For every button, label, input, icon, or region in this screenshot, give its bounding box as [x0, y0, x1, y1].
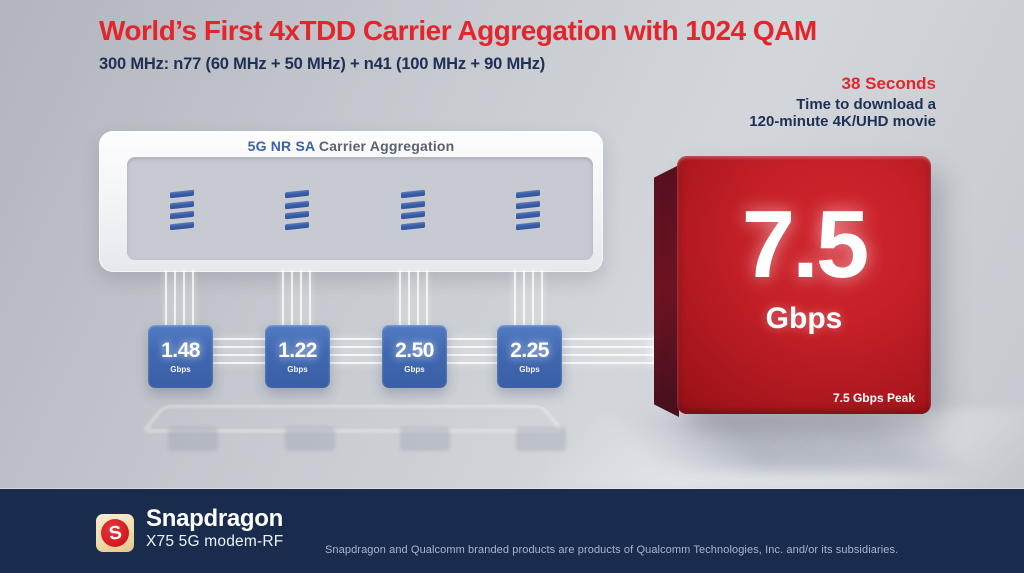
panel-title-secondary: Carrier Aggregation: [318, 138, 455, 154]
carrier-speed-value: 2.50: [395, 339, 434, 362]
signal-streaks-vertical: [162, 270, 198, 328]
carrier-reflection: [168, 427, 218, 451]
logo-letter: S: [107, 521, 123, 545]
carrier-speed-value: 2.25: [510, 339, 549, 362]
carrier-speed-unit: Gbps: [287, 365, 308, 374]
total-speed-cube-side: [654, 165, 679, 417]
download-time-value: 38 Seconds: [841, 74, 937, 93]
antenna-array-icon: [401, 189, 425, 233]
carrier-speed-value: 1.48: [161, 339, 200, 362]
peak-speed-note: 7.5 Gbps Peak: [832, 391, 915, 405]
total-speed-unit: Gbps: [765, 302, 843, 335]
carrier-reflection: [516, 427, 566, 451]
antenna-array-icon: [285, 189, 309, 233]
signal-streaks-vertical: [396, 270, 432, 328]
carrier-speed-unit: Gbps: [170, 365, 191, 374]
carrier-aggregation-panel: 5G NR SA Carrier Aggregation: [99, 131, 603, 272]
download-stat: 38 Seconds Time to download a 120-minute…: [749, 74, 936, 130]
carrier-reflection: [400, 427, 450, 451]
signal-streaks-vertical: [279, 270, 315, 328]
carrier-speed-value: 1.22: [278, 339, 317, 362]
page-subtitle: 300 MHz: n77 (60 MHz + 50 MHz) + n41 (10…: [99, 55, 546, 73]
antenna-array-icon: [170, 189, 194, 233]
download-stat-caption-line2: 120-minute 4K/UHD movie: [749, 113, 936, 130]
product-name: X75 5G modem-RF: [146, 533, 284, 550]
snapdragon-logo-icon: S: [96, 514, 134, 552]
carrier-speed-unit: Gbps: [519, 365, 540, 374]
panel-title: 5G NR SA Carrier Aggregation: [99, 138, 603, 154]
brand-block: Snapdragon X75 5G modem-RF: [146, 506, 283, 552]
antenna-array-icon: [516, 189, 540, 233]
total-speed-value: 7.5: [741, 191, 869, 298]
carrier-speed-unit: Gbps: [404, 365, 425, 374]
carrier-speed-cube: 1.22 Gbps: [265, 325, 330, 388]
carrier-speed-cube: 1.48 Gbps: [148, 325, 213, 388]
footer-bar: S Snapdragon X75 5G modem-RF Snapdragon …: [0, 489, 1024, 573]
total-speed-cube: 7.5 Gbps 7.5 Gbps Peak: [677, 156, 931, 414]
page-title: World’s First 4xTDD Carrier Aggregation …: [99, 15, 817, 46]
legal-disclaimer: Snapdragon and Qualcomm branded products…: [325, 544, 899, 556]
carrier-speed-cube: 2.25 Gbps: [497, 325, 562, 388]
download-stat-caption-line1: Time to download a: [796, 96, 936, 113]
red-cube-shadow: [589, 413, 977, 471]
snapdragon-flame-icon: S: [101, 519, 129, 547]
carrier-speed-cube: 2.50 Gbps: [382, 325, 447, 388]
signal-streaks-vertical: [511, 270, 547, 328]
carrier-reflection: [285, 427, 335, 451]
brand-name: Snapdragon: [146, 505, 284, 532]
panel-title-primary: 5G NR SA: [247, 138, 315, 154]
antenna-array-tray: [127, 157, 593, 260]
